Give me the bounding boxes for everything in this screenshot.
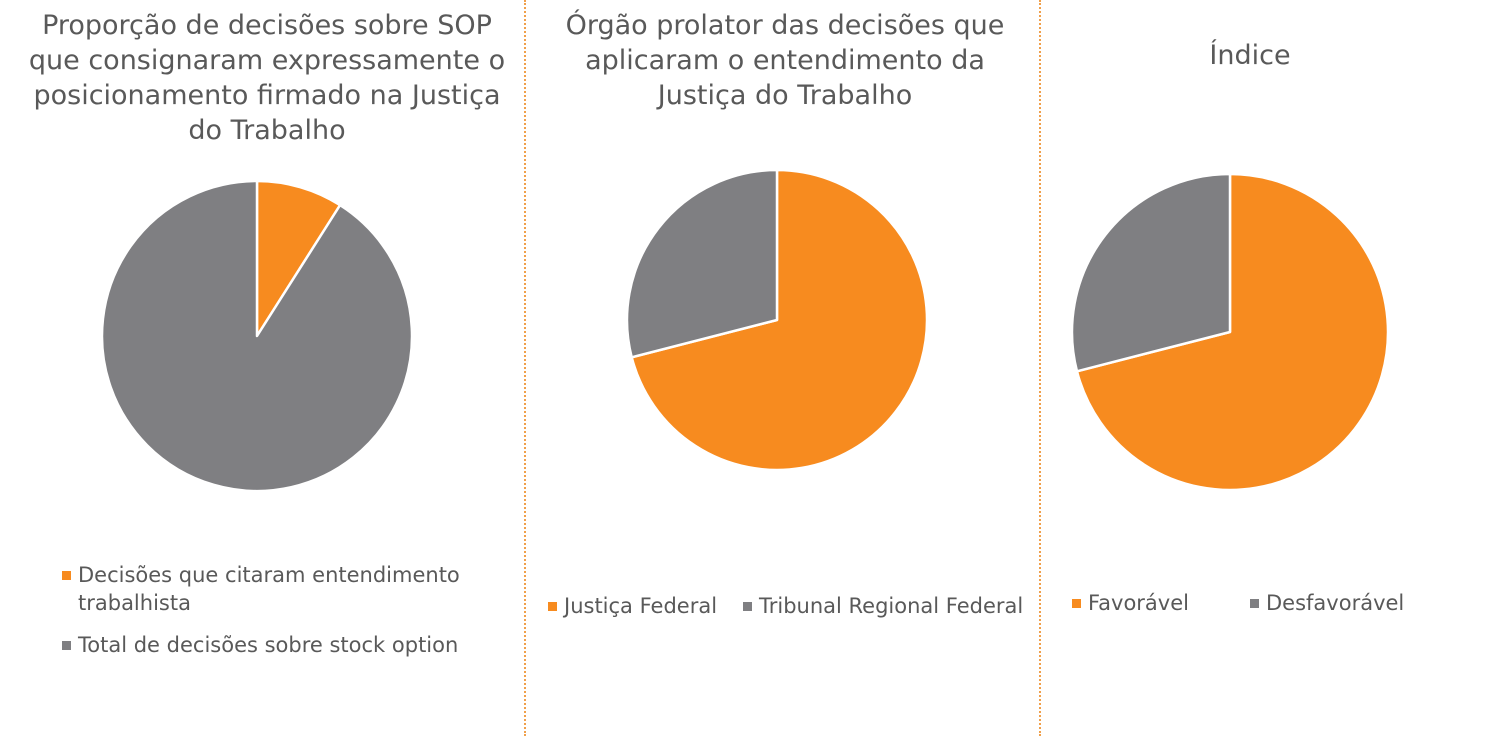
legend-item: Justiça Federal	[548, 592, 754, 620]
legend-swatch	[743, 602, 752, 611]
legend-swatch	[1072, 599, 1081, 608]
pie-slice	[625, 168, 779, 359]
chart-title: Proporção de decisões sobre SOP que cons…	[28, 10, 506, 146]
legend-item: Decisões que citaram entendimento trabal…	[62, 561, 508, 617]
legend-label: Decisões que citaram entendimento trabal…	[78, 563, 460, 615]
legend-label: Tribunal Regional Federal	[759, 594, 1024, 618]
chart-title: Índice	[1209, 40, 1291, 71]
legend-item: Desfavorável	[1250, 589, 1466, 617]
legend-item: Total de decisões sobre stock option	[62, 631, 518, 659]
pie-slice	[255, 179, 342, 338]
legend-label: Justiça Federal	[564, 594, 718, 618]
separator	[1039, 0, 1041, 736]
pie-slice	[630, 168, 929, 472]
legend-swatch	[62, 571, 71, 580]
chart-title: Órgão prolator das decisões que aplicara…	[565, 10, 1005, 111]
legend-label: Desfavorável	[1266, 591, 1405, 615]
legend-label: Favorável	[1088, 591, 1189, 615]
pie-slice	[1075, 172, 1390, 492]
pie-slice	[100, 179, 414, 493]
legend-label: Total de decisões sobre stock option	[78, 633, 459, 657]
pie-slice	[1070, 172, 1232, 373]
legend-swatch	[1250, 599, 1259, 608]
legend-item: Favorável	[1072, 589, 1258, 617]
separator	[524, 0, 526, 736]
legend-swatch	[548, 602, 557, 611]
legend-swatch	[62, 641, 71, 650]
legend-item: Tribunal Regional Federal	[743, 592, 1049, 620]
